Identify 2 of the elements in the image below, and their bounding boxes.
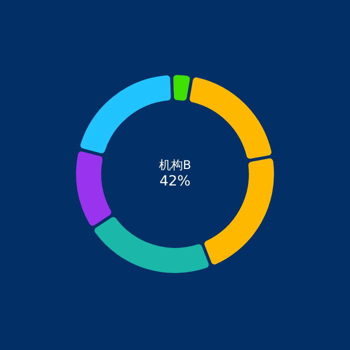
text: 42% [159,174,191,190]
text: 机构B [158,158,192,172]
